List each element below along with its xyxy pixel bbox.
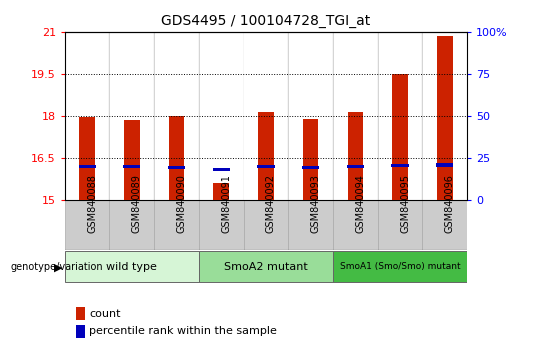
Bar xyxy=(333,32,377,200)
Title: GDS4495 / 100104728_TGI_at: GDS4495 / 100104728_TGI_at xyxy=(161,14,370,28)
Bar xyxy=(245,32,287,200)
Bar xyxy=(124,120,140,200)
Text: count: count xyxy=(89,309,120,319)
FancyBboxPatch shape xyxy=(199,251,333,282)
Text: GSM840095: GSM840095 xyxy=(400,175,410,234)
Bar xyxy=(110,32,154,200)
Bar xyxy=(288,32,333,200)
FancyBboxPatch shape xyxy=(377,200,422,250)
Text: GSM840090: GSM840090 xyxy=(177,175,186,233)
Bar xyxy=(168,166,185,169)
Bar xyxy=(200,32,242,200)
Bar xyxy=(78,165,96,169)
Bar xyxy=(155,32,198,200)
Text: GSM840096: GSM840096 xyxy=(445,175,455,233)
Bar xyxy=(392,164,409,167)
Bar xyxy=(392,74,408,200)
Text: GSM840088: GSM840088 xyxy=(87,175,97,233)
Bar xyxy=(334,32,377,200)
Bar xyxy=(65,32,110,200)
Bar xyxy=(213,168,230,171)
Bar xyxy=(110,32,153,200)
Bar xyxy=(377,32,422,200)
Bar xyxy=(437,36,453,200)
Bar xyxy=(303,119,319,200)
FancyBboxPatch shape xyxy=(154,200,199,250)
FancyBboxPatch shape xyxy=(333,251,467,282)
Text: wild type: wild type xyxy=(106,262,157,272)
Bar xyxy=(66,32,109,200)
Text: SmoA1 (Smo/Smo) mutant: SmoA1 (Smo/Smo) mutant xyxy=(340,262,461,271)
Bar xyxy=(213,183,229,200)
Bar xyxy=(244,32,288,200)
Text: GSM840092: GSM840092 xyxy=(266,175,276,234)
FancyBboxPatch shape xyxy=(333,200,377,250)
Bar xyxy=(199,32,244,200)
Bar xyxy=(258,112,274,200)
FancyBboxPatch shape xyxy=(65,200,110,250)
Bar xyxy=(154,32,199,200)
Bar xyxy=(423,32,466,200)
Bar xyxy=(422,32,467,200)
Text: GSM840094: GSM840094 xyxy=(355,175,366,233)
Text: GSM840089: GSM840089 xyxy=(132,175,142,233)
Text: GSM840093: GSM840093 xyxy=(310,175,321,233)
Bar xyxy=(123,165,140,169)
Bar xyxy=(289,32,332,200)
Bar xyxy=(168,116,184,200)
Bar xyxy=(347,165,364,169)
Text: SmoA2 mutant: SmoA2 mutant xyxy=(224,262,308,272)
FancyBboxPatch shape xyxy=(110,200,154,250)
Text: GSM840091: GSM840091 xyxy=(221,175,231,233)
Bar xyxy=(302,166,319,169)
FancyBboxPatch shape xyxy=(288,200,333,250)
Bar xyxy=(79,117,95,200)
FancyBboxPatch shape xyxy=(65,251,199,282)
Bar xyxy=(258,165,274,169)
Text: percentile rank within the sample: percentile rank within the sample xyxy=(89,326,277,336)
FancyBboxPatch shape xyxy=(199,200,244,250)
FancyBboxPatch shape xyxy=(422,200,467,250)
Text: genotype/variation: genotype/variation xyxy=(11,262,104,272)
Text: ▶: ▶ xyxy=(53,262,62,272)
Bar xyxy=(379,32,422,200)
Bar xyxy=(348,112,363,200)
FancyBboxPatch shape xyxy=(244,200,288,250)
Bar xyxy=(436,164,454,166)
